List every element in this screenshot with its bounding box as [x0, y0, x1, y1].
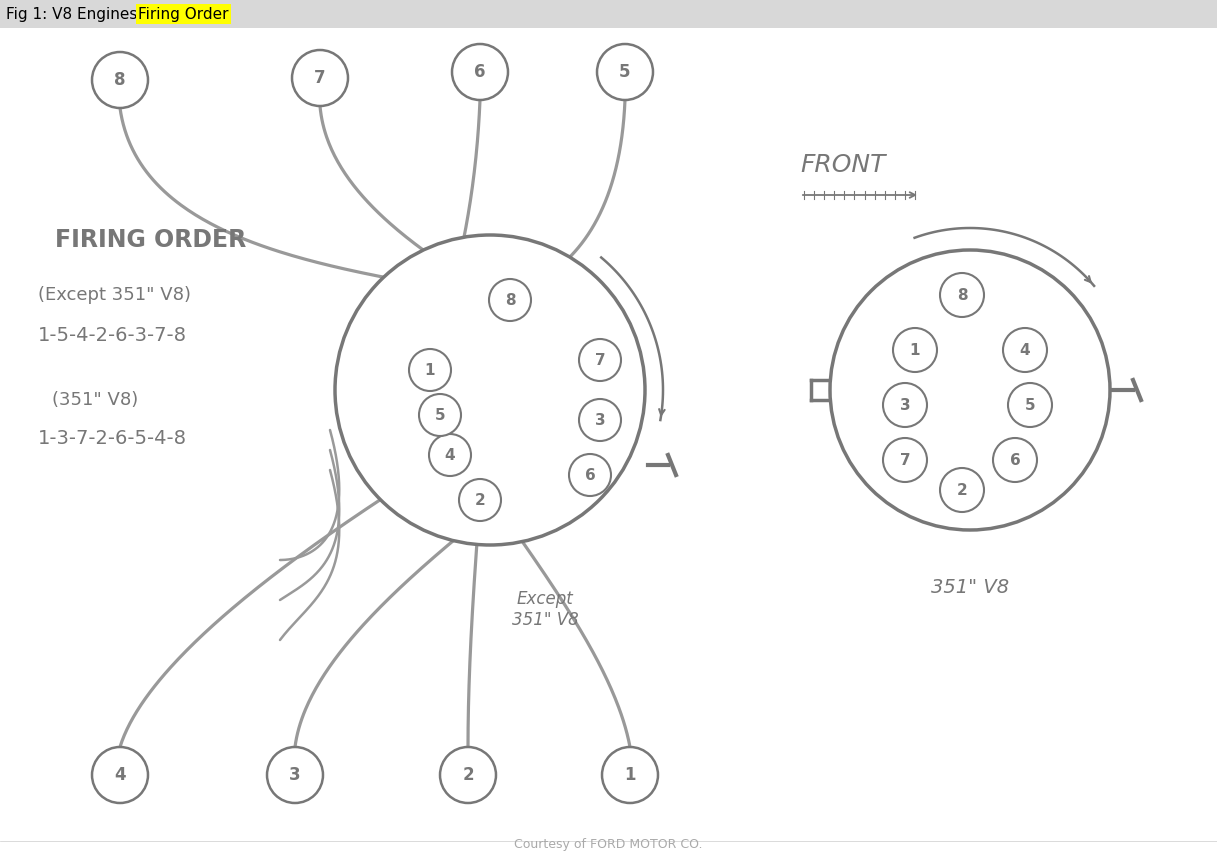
Circle shape	[452, 44, 507, 100]
Text: 7: 7	[899, 452, 910, 468]
Circle shape	[267, 747, 323, 803]
Circle shape	[993, 438, 1037, 482]
Circle shape	[602, 747, 658, 803]
Text: 2: 2	[957, 482, 968, 497]
Circle shape	[570, 454, 611, 496]
Circle shape	[335, 235, 645, 545]
Circle shape	[292, 50, 348, 106]
Circle shape	[92, 747, 148, 803]
Circle shape	[579, 399, 621, 441]
Text: 6: 6	[584, 468, 595, 482]
Text: 2: 2	[462, 766, 473, 784]
Text: 4: 4	[114, 766, 125, 784]
Text: Fig 1: V8 Engines: Fig 1: V8 Engines	[6, 7, 142, 22]
Text: 3: 3	[899, 398, 910, 413]
Circle shape	[884, 383, 927, 427]
Text: FRONT: FRONT	[800, 153, 886, 177]
Text: 5: 5	[1025, 398, 1036, 413]
Text: 2: 2	[475, 493, 486, 507]
Circle shape	[441, 747, 497, 803]
Text: Firing Order: Firing Order	[138, 7, 229, 22]
Text: 6: 6	[475, 63, 486, 81]
Text: (Except 351" V8): (Except 351" V8)	[38, 286, 191, 304]
Text: 7: 7	[595, 352, 605, 368]
Text: 5: 5	[619, 63, 630, 81]
Text: (351" V8): (351" V8)	[52, 391, 139, 409]
Circle shape	[430, 434, 471, 476]
Text: Except
351" V8: Except 351" V8	[511, 590, 578, 629]
Text: 351" V8: 351" V8	[931, 578, 1009, 597]
Text: 5: 5	[434, 407, 445, 423]
Circle shape	[940, 273, 985, 317]
Text: 1: 1	[425, 362, 436, 377]
Text: 1-5-4-2-6-3-7-8: 1-5-4-2-6-3-7-8	[38, 325, 187, 344]
Text: 4: 4	[1020, 343, 1031, 357]
Circle shape	[489, 279, 531, 321]
Text: 3: 3	[595, 413, 605, 427]
Text: 8: 8	[957, 287, 968, 303]
Text: 8: 8	[114, 71, 125, 89]
Text: Courtesy of FORD MOTOR CO.: Courtesy of FORD MOTOR CO.	[515, 838, 702, 851]
Circle shape	[1003, 328, 1047, 372]
Text: 7: 7	[314, 69, 326, 87]
Text: 6: 6	[1010, 452, 1020, 468]
Circle shape	[893, 328, 937, 372]
Text: 3: 3	[290, 766, 301, 784]
Circle shape	[409, 349, 452, 391]
Text: 8: 8	[505, 293, 515, 307]
Text: 4: 4	[444, 448, 455, 463]
Circle shape	[830, 250, 1110, 530]
Text: 1: 1	[910, 343, 920, 357]
Circle shape	[598, 44, 654, 100]
Circle shape	[419, 394, 461, 436]
Text: 1: 1	[624, 766, 635, 784]
Text: FIRING ORDER: FIRING ORDER	[55, 228, 246, 252]
Circle shape	[940, 468, 985, 512]
Circle shape	[1008, 383, 1051, 427]
Bar	[0, 0, 1217, 28]
Text: 1-3-7-2-6-5-4-8: 1-3-7-2-6-5-4-8	[38, 429, 187, 448]
Circle shape	[579, 339, 621, 381]
Circle shape	[459, 479, 501, 521]
Circle shape	[884, 438, 927, 482]
Circle shape	[92, 52, 148, 108]
